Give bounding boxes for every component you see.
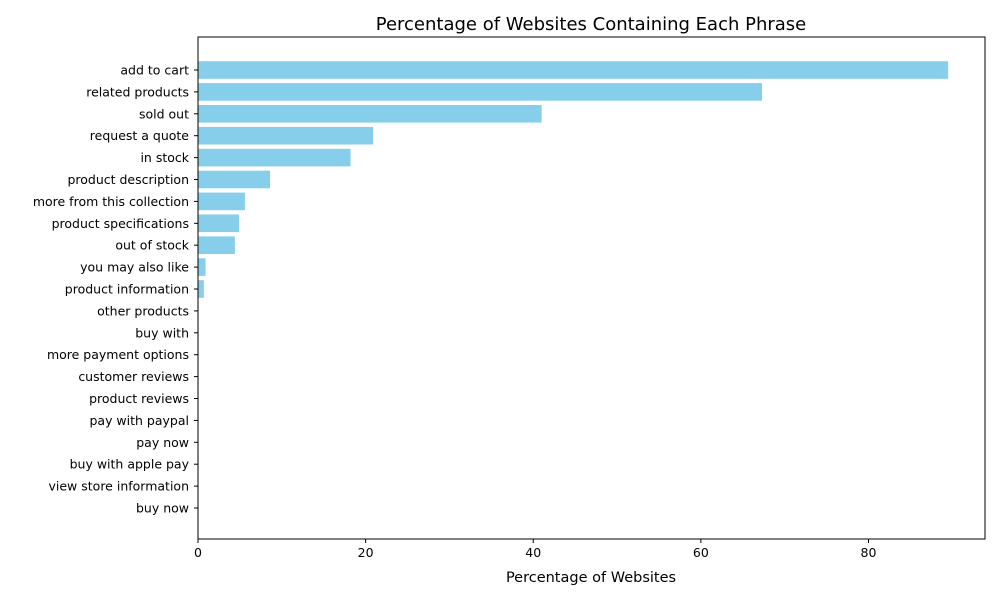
x-axis-ticks: 0 20 40 60 80 bbox=[194, 539, 877, 560]
bar bbox=[198, 126, 374, 145]
bar bbox=[198, 170, 271, 189]
y-axis-ticks: add to cart related products sold out reque… bbox=[33, 63, 198, 516]
y-tick-label: product specifications bbox=[52, 216, 189, 231]
x-tick-label: 0 bbox=[194, 545, 202, 560]
y-tick-label: buy with bbox=[135, 325, 189, 340]
x-tick-label: 80 bbox=[861, 545, 877, 560]
y-tick-label: related products bbox=[86, 84, 189, 99]
y-tick-label: out of stock bbox=[115, 238, 189, 253]
bar bbox=[198, 192, 245, 211]
y-tick-label: view store information bbox=[49, 479, 190, 494]
plot-frame bbox=[197, 36, 986, 540]
x-tick-label: 20 bbox=[358, 545, 374, 560]
y-tick-label: product reviews bbox=[89, 391, 189, 406]
bar bbox=[198, 83, 763, 101]
bar bbox=[198, 105, 542, 123]
bar bbox=[198, 214, 240, 233]
chart-title: Percentage of Websites Containing Each P… bbox=[376, 14, 807, 35]
y-tick-label: request a quote bbox=[90, 128, 190, 143]
y-tick-label: buy now bbox=[136, 501, 189, 516]
bar bbox=[198, 280, 204, 298]
x-tick-label: 60 bbox=[693, 545, 709, 560]
x-axis-label: Percentage of Websites bbox=[506, 570, 676, 586]
bars-group bbox=[198, 61, 949, 298]
x-tick-label: 40 bbox=[525, 545, 541, 560]
y-tick-label: more payment options bbox=[47, 347, 189, 362]
y-tick-label: pay now bbox=[136, 435, 189, 450]
bar bbox=[198, 61, 949, 79]
y-tick-label: more from this collection bbox=[33, 194, 189, 209]
y-tick-label: add to cart bbox=[120, 63, 189, 78]
y-tick-label: other products bbox=[97, 303, 189, 318]
y-tick-label: customer reviews bbox=[78, 369, 189, 384]
bar bbox=[198, 236, 235, 254]
bar bbox=[198, 148, 351, 167]
y-tick-label: you may also like bbox=[80, 260, 189, 275]
y-tick-label: buy with apple pay bbox=[70, 457, 190, 472]
y-tick-label: pay with paypal bbox=[89, 413, 189, 428]
bar bbox=[198, 258, 206, 276]
y-tick-label: product information bbox=[65, 282, 189, 297]
y-tick-label: sold out bbox=[139, 106, 189, 121]
y-tick-label: product description bbox=[67, 172, 189, 187]
y-tick-label: in stock bbox=[140, 150, 189, 165]
